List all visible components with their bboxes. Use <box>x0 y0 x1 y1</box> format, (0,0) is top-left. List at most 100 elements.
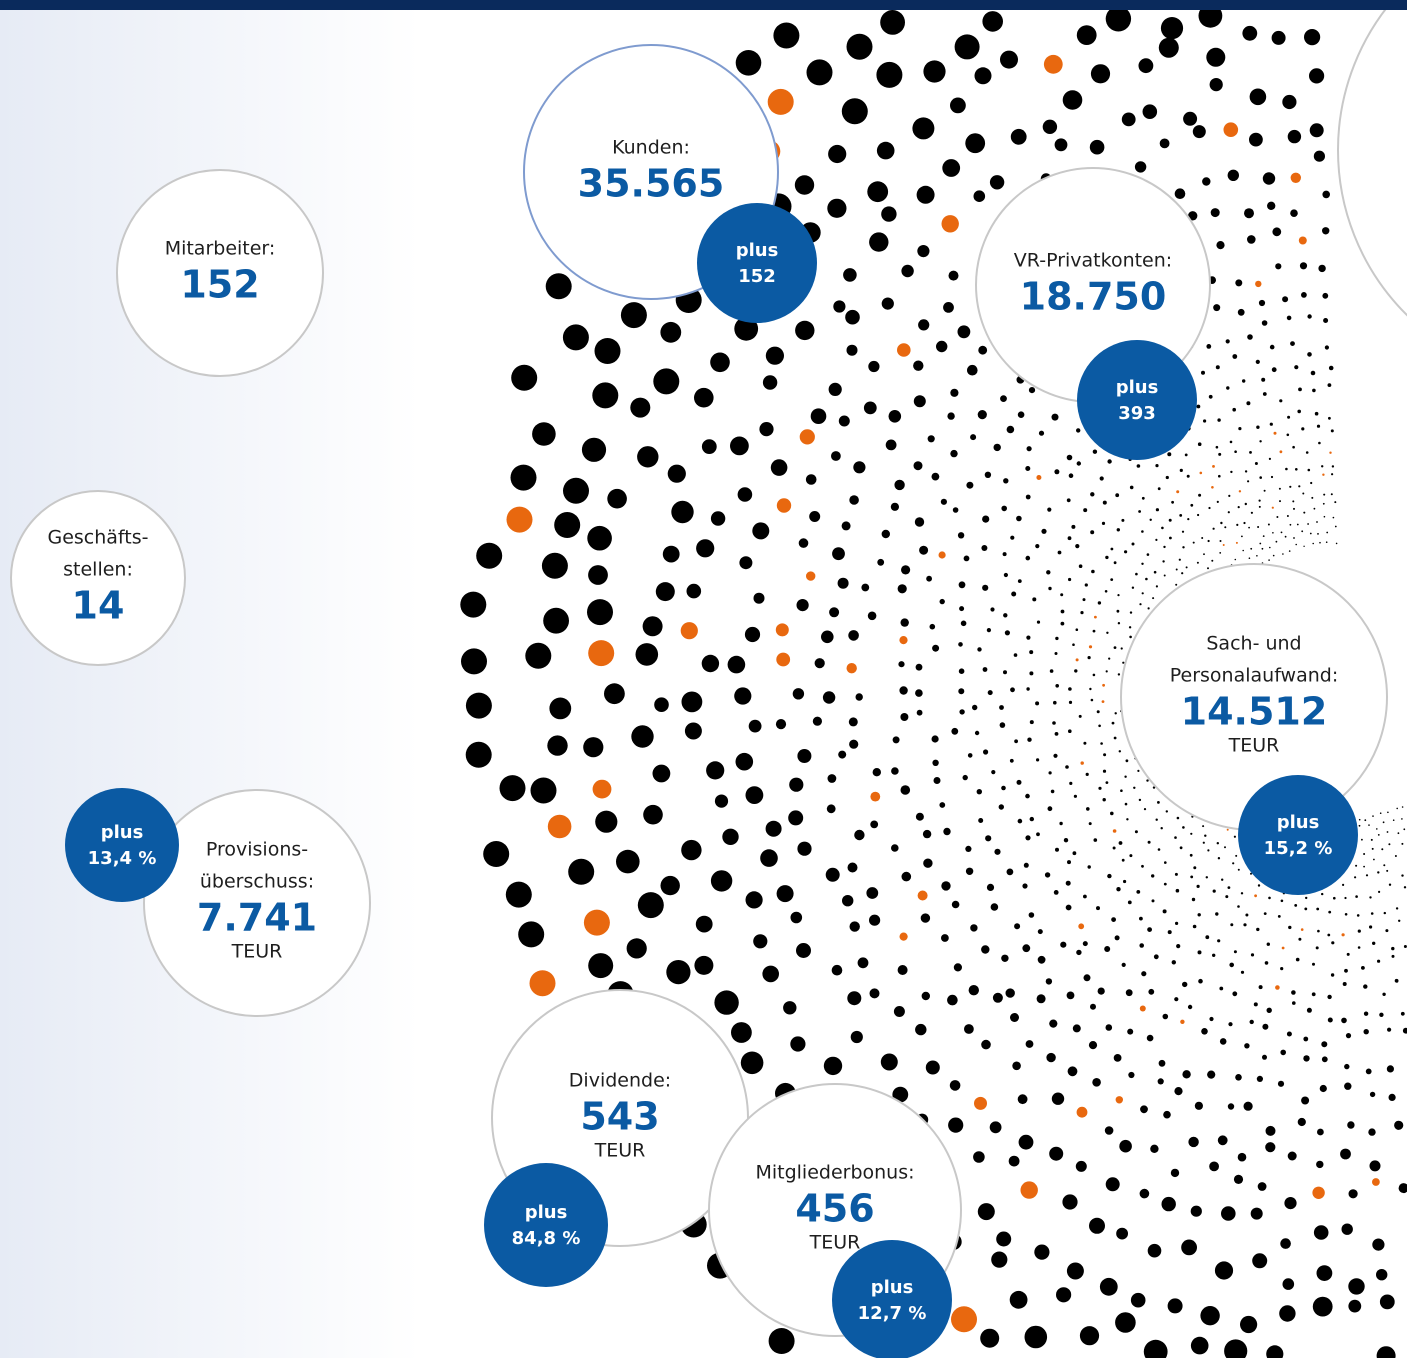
dot <box>823 1056 843 1076</box>
dot <box>872 768 881 777</box>
dot <box>900 785 911 795</box>
dot <box>1096 710 1100 714</box>
dot <box>1110 547 1114 551</box>
dot <box>1387 1027 1392 1032</box>
dot <box>607 488 627 509</box>
dot <box>1149 518 1152 521</box>
dot <box>1291 990 1296 995</box>
dot <box>933 777 941 784</box>
dot <box>1240 892 1244 895</box>
dot <box>1250 547 1253 550</box>
dot <box>1242 25 1258 41</box>
dot <box>1209 1016 1214 1022</box>
dot <box>1190 832 1193 835</box>
dot <box>1029 720 1034 725</box>
dot <box>1119 1139 1132 1153</box>
dot <box>1028 387 1036 394</box>
dot <box>635 643 659 666</box>
dot <box>465 692 492 719</box>
dot <box>1403 886 1407 889</box>
dot <box>825 867 840 882</box>
dot <box>1062 90 1083 110</box>
dot <box>562 324 589 351</box>
dot <box>1201 370 1205 375</box>
dot <box>776 498 792 513</box>
dot <box>714 794 729 808</box>
dot <box>1268 896 1271 900</box>
dot <box>1296 523 1299 526</box>
dot <box>1328 365 1334 371</box>
dot <box>831 451 841 461</box>
dot <box>1009 758 1014 763</box>
badge-label: plus <box>871 1277 914 1298</box>
badge-value: 84,8 % <box>512 1228 581 1249</box>
dot <box>1379 1294 1395 1310</box>
dot <box>1303 1036 1309 1042</box>
dot <box>1212 889 1216 893</box>
badge-label: plus <box>1116 377 1159 398</box>
dot <box>1179 846 1183 850</box>
dot <box>1045 978 1053 985</box>
dot <box>1190 875 1194 879</box>
dot <box>870 820 879 829</box>
dot <box>1363 984 1368 989</box>
dot <box>970 434 977 441</box>
dot <box>848 630 859 641</box>
dot <box>748 719 762 733</box>
dot <box>973 190 986 202</box>
dot <box>549 697 572 720</box>
dot <box>759 422 774 437</box>
dot <box>1178 558 1181 561</box>
dot <box>1301 1096 1310 1105</box>
dot <box>1348 1299 1362 1313</box>
dot <box>1083 508 1088 513</box>
dot <box>953 963 963 972</box>
dot <box>505 881 532 908</box>
dot <box>1169 536 1172 540</box>
dot <box>701 439 717 454</box>
dot <box>1170 1168 1180 1178</box>
dot <box>1065 880 1071 886</box>
dot <box>1123 879 1127 884</box>
dot <box>1184 453 1188 457</box>
dot <box>1192 541 1195 544</box>
dot <box>1249 1019 1254 1025</box>
dot <box>1388 843 1391 846</box>
dot <box>1051 413 1059 421</box>
bubble-label: stellen: <box>63 559 133 581</box>
dot <box>735 752 754 771</box>
dot <box>1065 765 1069 769</box>
dot <box>1357 946 1361 949</box>
dot <box>1008 1155 1020 1167</box>
dot <box>1316 1160 1324 1169</box>
dot <box>1084 583 1088 587</box>
dot <box>1392 819 1395 821</box>
bubble-value: 14 <box>72 584 125 628</box>
dot <box>1114 935 1120 941</box>
badge-label: plus <box>525 1202 568 1223</box>
dot <box>1282 1278 1295 1290</box>
bubble-unit: TEUR <box>594 1140 646 1162</box>
dot <box>926 575 932 582</box>
dot <box>1088 645 1093 649</box>
bubble <box>116 169 324 377</box>
dot <box>1370 912 1374 915</box>
dot <box>846 33 873 60</box>
dot <box>1215 365 1220 370</box>
dot <box>1105 6 1132 32</box>
dot <box>987 690 993 696</box>
dot <box>1232 354 1238 359</box>
dot <box>1147 1243 1162 1258</box>
dot <box>1312 388 1316 393</box>
dot <box>922 829 932 839</box>
dot <box>525 642 552 669</box>
dot <box>1049 1019 1058 1028</box>
dot <box>483 841 510 867</box>
dot <box>744 626 761 643</box>
dot <box>1075 1160 1087 1172</box>
dot <box>762 965 779 983</box>
dot <box>1295 543 1297 546</box>
dot <box>1036 832 1040 837</box>
dot <box>943 302 954 313</box>
dot <box>1205 935 1210 940</box>
